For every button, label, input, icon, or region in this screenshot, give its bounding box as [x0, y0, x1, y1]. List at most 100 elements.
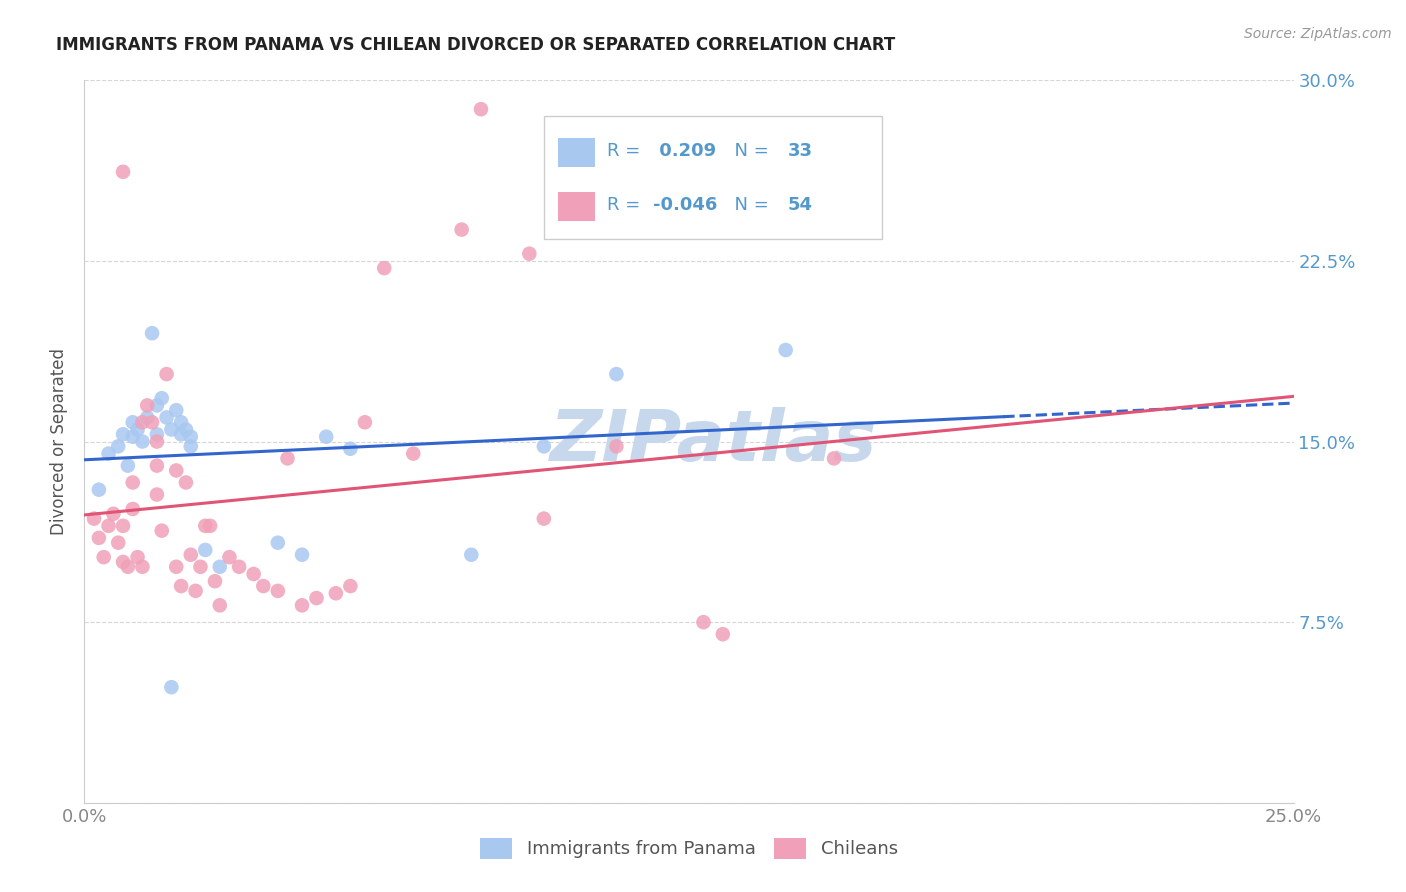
Point	[775, 343, 797, 357]
Point	[450, 222, 472, 236]
Point	[136, 410, 159, 425]
Point	[131, 434, 153, 449]
Point	[470, 102, 492, 116]
Point	[194, 542, 217, 557]
Bar	[558, 138, 595, 167]
Point	[252, 579, 274, 593]
Point	[218, 550, 240, 565]
Point	[107, 439, 129, 453]
Point	[121, 475, 143, 490]
Point	[190, 559, 212, 574]
Point	[267, 535, 290, 549]
Point	[93, 550, 115, 565]
Legend: Immigrants from Panama, Chileans: Immigrants from Panama, Chileans	[472, 830, 905, 866]
Bar	[558, 193, 595, 221]
Point	[291, 548, 314, 562]
Point	[150, 524, 173, 538]
Point	[354, 415, 377, 429]
Point	[823, 451, 845, 466]
Point	[97, 518, 120, 533]
Text: 54: 54	[789, 196, 813, 214]
Text: ZIPatlas: ZIPatlas	[550, 407, 877, 476]
Point	[165, 463, 187, 477]
Point	[339, 579, 361, 593]
Text: -0.046: -0.046	[652, 196, 717, 214]
Point	[160, 680, 183, 694]
Point	[208, 599, 231, 613]
Text: IMMIGRANTS FROM PANAMA VS CHILEAN DIVORCED OR SEPARATED CORRELATION CHART: IMMIGRANTS FROM PANAMA VS CHILEAN DIVORC…	[56, 36, 896, 54]
Point	[155, 410, 177, 425]
Point	[170, 415, 193, 429]
Point	[112, 165, 135, 179]
Point	[184, 583, 207, 598]
Point	[194, 518, 217, 533]
Point	[305, 591, 328, 605]
Point	[146, 487, 169, 501]
Text: 33: 33	[789, 142, 813, 160]
Point	[121, 415, 143, 429]
Point	[107, 535, 129, 549]
Point	[180, 430, 202, 444]
Point	[170, 579, 193, 593]
Point	[276, 451, 298, 466]
Point	[141, 326, 163, 340]
Point	[155, 367, 177, 381]
Point	[97, 446, 120, 460]
Point	[165, 403, 187, 417]
Point	[112, 555, 135, 569]
Point	[131, 559, 153, 574]
Point	[146, 398, 169, 412]
Point	[605, 439, 627, 453]
Point	[103, 507, 125, 521]
Point	[127, 550, 149, 565]
Point	[339, 442, 361, 456]
Point	[160, 422, 183, 436]
Point	[228, 559, 250, 574]
Point	[112, 518, 135, 533]
Point	[141, 415, 163, 429]
Point	[146, 458, 169, 473]
Point	[127, 422, 149, 436]
Point	[315, 430, 337, 444]
Point	[165, 559, 187, 574]
Point	[692, 615, 714, 630]
Point	[117, 458, 139, 473]
Point	[112, 427, 135, 442]
Point	[87, 531, 110, 545]
Point	[131, 415, 153, 429]
Point	[325, 586, 347, 600]
Point	[174, 475, 197, 490]
Point	[291, 599, 314, 613]
Point	[146, 434, 169, 449]
Point	[150, 391, 173, 405]
Point	[204, 574, 226, 589]
Point	[533, 439, 555, 453]
Point	[180, 439, 202, 453]
Point	[533, 511, 555, 525]
Point	[460, 548, 482, 562]
Point	[121, 502, 143, 516]
Text: 0.209: 0.209	[652, 142, 716, 160]
Point	[136, 398, 159, 412]
Point	[373, 261, 395, 276]
Point	[711, 627, 734, 641]
Point	[170, 427, 193, 442]
Point	[605, 367, 627, 381]
Point	[242, 567, 264, 582]
Point	[208, 559, 231, 574]
Y-axis label: Divorced or Separated: Divorced or Separated	[51, 348, 69, 535]
Point	[174, 422, 197, 436]
Text: N =: N =	[723, 142, 775, 160]
Point	[267, 583, 290, 598]
Text: R =: R =	[607, 142, 645, 160]
Point	[402, 446, 425, 460]
Point	[180, 548, 202, 562]
Point	[146, 427, 169, 442]
Point	[83, 511, 105, 525]
Point	[198, 518, 221, 533]
FancyBboxPatch shape	[544, 116, 883, 239]
Text: R =: R =	[607, 196, 645, 214]
Point	[121, 430, 143, 444]
Point	[517, 246, 540, 260]
Point	[87, 483, 110, 497]
